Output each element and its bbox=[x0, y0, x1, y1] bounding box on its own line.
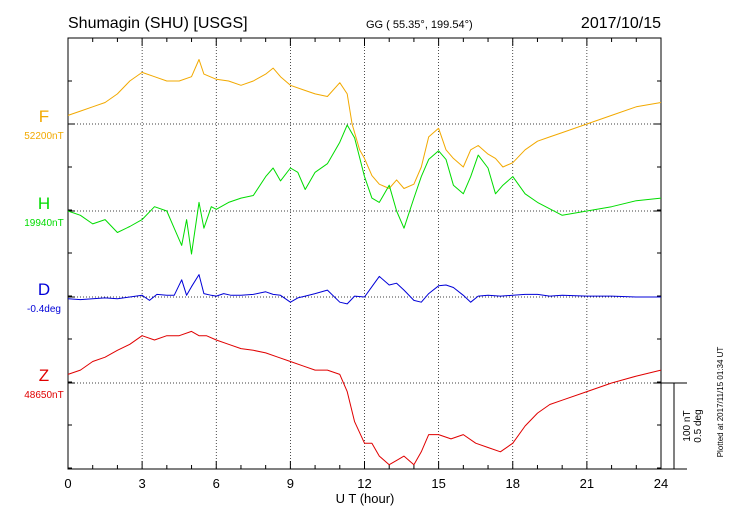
x-tick-label: 6 bbox=[213, 476, 220, 491]
baseline-label-f: 52200nT bbox=[24, 131, 63, 142]
scale-label-deg: 0.5 deg bbox=[693, 409, 704, 442]
label-d: D bbox=[38, 280, 50, 299]
trace-f bbox=[67, 59, 662, 189]
grid bbox=[68, 38, 661, 469]
station-title: Shumagin (SHU) [USGS] bbox=[68, 15, 248, 32]
label-z: Z bbox=[39, 366, 49, 385]
scale-label-nt: 100 nT bbox=[682, 410, 693, 441]
trace-d bbox=[67, 274, 661, 305]
label-h: H bbox=[38, 194, 50, 213]
baseline-label-z: 48650nT bbox=[24, 390, 63, 401]
x-tick-label: 18 bbox=[506, 476, 520, 491]
date-label: 2017/10/15 bbox=[581, 15, 661, 32]
scale-bar: 100 nT 0.5 deg bbox=[661, 382, 704, 470]
x-tick-label: 0 bbox=[64, 476, 71, 491]
component-labels: F 52200nT H 19940nT D -0.4deg Z 48650nT bbox=[24, 107, 63, 401]
x-tick-label: 15 bbox=[431, 476, 445, 491]
x-axis-label: U T (hour) bbox=[336, 491, 395, 506]
x-axis: 0 3 6 9 12 15 18 21 24 bbox=[64, 38, 668, 491]
plotted-timestamp: Plotted at 2017/11/15 01:34 UT bbox=[716, 347, 725, 458]
baseline-label-h: 19940nT bbox=[24, 218, 63, 229]
x-tick-label: 24 bbox=[654, 476, 668, 491]
baseline-label-d: -0.4deg bbox=[27, 304, 61, 315]
x-tick-label: 3 bbox=[139, 476, 146, 491]
trace-h bbox=[67, 124, 662, 255]
x-tick-label: 12 bbox=[357, 476, 371, 491]
traces bbox=[67, 59, 662, 466]
x-tick-label: 9 bbox=[287, 476, 294, 491]
trace-z bbox=[67, 330, 662, 466]
coordinates-label: GG ( 55.35°, 199.54°) bbox=[366, 19, 473, 31]
x-tick-label: 21 bbox=[580, 476, 594, 491]
label-f: F bbox=[39, 107, 49, 126]
